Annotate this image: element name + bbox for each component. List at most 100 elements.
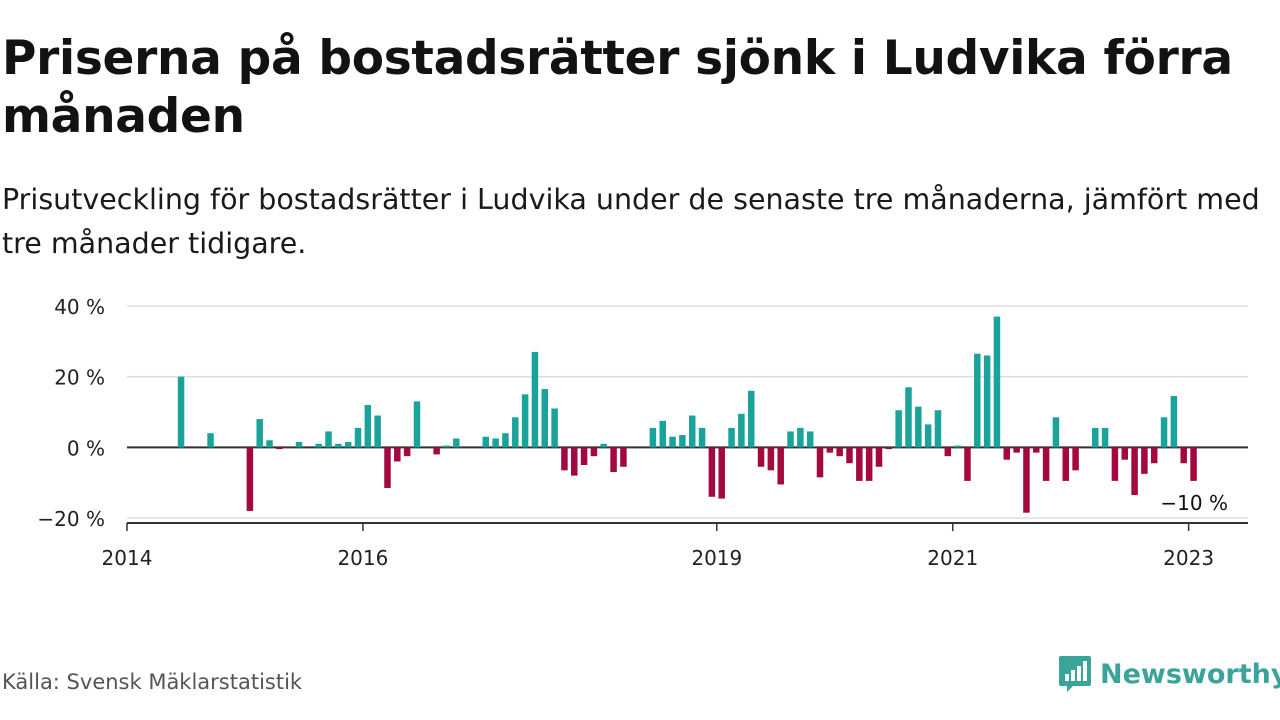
bar-2018-03 bbox=[620, 447, 627, 467]
x-tick-label: 2016 bbox=[337, 546, 388, 570]
bar-2015-04 bbox=[276, 447, 283, 450]
bar-2015-09 bbox=[325, 431, 332, 448]
bar-2016-09 bbox=[443, 445, 450, 448]
brand-logo: Newsworthy bbox=[1058, 654, 1280, 694]
bar-2017-06 bbox=[531, 351, 539, 448]
bar-2020-03 bbox=[856, 447, 863, 481]
bar-2020-11 bbox=[934, 410, 942, 448]
bar-2020-09 bbox=[915, 406, 922, 448]
bar-2020-12 bbox=[944, 447, 952, 457]
bar-2016-06 bbox=[413, 401, 421, 448]
newsworthy-logo-icon bbox=[1059, 656, 1091, 692]
bar-2017-02 bbox=[492, 438, 499, 448]
y-axis-labels: 40 % 20 % 0 % −20 % bbox=[37, 295, 105, 531]
bar-2022-08 bbox=[1141, 447, 1148, 474]
bar-2021-05 bbox=[993, 316, 1001, 448]
bar-2018-11 bbox=[698, 427, 706, 448]
bar-2019-02 bbox=[728, 427, 735, 448]
y-tick-label: 20 % bbox=[54, 366, 105, 390]
bar-2022-01 bbox=[1072, 447, 1079, 471]
bar-2015-03 bbox=[266, 440, 273, 448]
bar-2020-07 bbox=[895, 410, 902, 448]
bar-2019-11 bbox=[816, 447, 824, 478]
bar-2017-05 bbox=[521, 394, 529, 448]
bar-2020-05 bbox=[875, 447, 883, 467]
bar-2021-07 bbox=[1013, 447, 1020, 453]
bar-2016-10 bbox=[453, 438, 460, 448]
y-tick-label: −20 % bbox=[37, 507, 105, 531]
bar-2016-01 bbox=[364, 404, 372, 448]
last-value-label: −10 % bbox=[1160, 491, 1228, 515]
bar-2017-09 bbox=[561, 447, 568, 471]
brand-name: Newsworthy bbox=[1100, 658, 1280, 690]
bar-2021-03 bbox=[974, 353, 981, 448]
grid-lines bbox=[127, 305, 1248, 519]
bar-2022-10 bbox=[1160, 417, 1168, 448]
bar-2021-02 bbox=[964, 447, 971, 481]
bar-2017-12 bbox=[590, 447, 598, 457]
chart-title: Priserna på bostadsrätter sjönk i Ludvik… bbox=[2, 31, 1233, 144]
bar-2017-04 bbox=[512, 417, 519, 448]
bar-chart: 40 % 20 % 0 % −20 % 2014 2016 2019 2021 2023 −1… bbox=[37, 295, 1248, 570]
bar-2023-01 bbox=[1190, 447, 1197, 481]
bar-2019-09 bbox=[797, 427, 804, 448]
bar-2015-06 bbox=[295, 442, 303, 448]
bar-2019-10 bbox=[806, 431, 814, 448]
bar-2021-08 bbox=[1023, 447, 1030, 513]
bar-2021-12 bbox=[1062, 447, 1070, 481]
bar-2018-12 bbox=[708, 447, 716, 497]
bar-2020-08 bbox=[905, 387, 912, 448]
bar-2018-07 bbox=[659, 420, 666, 448]
bar-2018-09 bbox=[679, 434, 686, 448]
y-tick-label: 40 % bbox=[54, 295, 105, 319]
bar-2017-03 bbox=[502, 433, 509, 448]
bar-2019-04 bbox=[747, 390, 755, 448]
bars bbox=[177, 316, 1197, 513]
bar-2015-10 bbox=[335, 443, 342, 448]
bar-2022-09 bbox=[1150, 447, 1158, 464]
bar-2014-09 bbox=[207, 433, 214, 448]
bar-2014-06 bbox=[177, 376, 185, 448]
bar-2019-07 bbox=[777, 447, 784, 485]
x-axis: 2014 2016 2019 2021 2023 bbox=[102, 522, 1248, 570]
bar-2018-08 bbox=[669, 436, 676, 448]
bar-2022-05 bbox=[1111, 447, 1119, 481]
bar-2015-01 bbox=[246, 447, 254, 511]
bar-2015-08 bbox=[315, 443, 322, 448]
bar-2022-06 bbox=[1121, 447, 1128, 460]
bar-2021-10 bbox=[1042, 447, 1050, 481]
bar-2022-07 bbox=[1131, 447, 1138, 496]
bar-2016-05 bbox=[403, 447, 411, 457]
bar-2021-09 bbox=[1033, 447, 1040, 453]
x-tick-label: 2019 bbox=[691, 546, 742, 570]
bar-2017-10 bbox=[571, 447, 578, 476]
chart-subtitle: Prisutveckling för bostadsrätter i Ludvi… bbox=[2, 183, 1260, 260]
bar-2016-08 bbox=[433, 447, 440, 455]
bar-2019-05 bbox=[757, 447, 765, 467]
x-tick-label: 2023 bbox=[1163, 546, 1214, 570]
bar-2020-04 bbox=[865, 447, 873, 481]
bar-2016-03 bbox=[384, 447, 391, 488]
bar-2020-02 bbox=[846, 447, 853, 464]
bar-2019-08 bbox=[787, 431, 794, 448]
bar-2021-06 bbox=[1003, 447, 1011, 460]
bar-2016-02 bbox=[374, 415, 381, 448]
bar-2020-06 bbox=[885, 447, 893, 450]
bar-2018-10 bbox=[688, 415, 696, 448]
bar-2022-04 bbox=[1101, 427, 1109, 448]
bar-2019-06 bbox=[767, 447, 775, 471]
bar-2019-12 bbox=[826, 447, 834, 453]
bar-2017-08 bbox=[551, 408, 558, 448]
bar-2019-03 bbox=[738, 413, 745, 448]
bar-2018-02 bbox=[610, 447, 617, 473]
bar-2015-02 bbox=[256, 419, 263, 448]
bar-2021-04 bbox=[983, 355, 991, 448]
bar-2020-01 bbox=[836, 447, 843, 457]
bar-2017-07 bbox=[541, 389, 549, 448]
bar-2016-04 bbox=[394, 447, 401, 462]
bar-2017-01 bbox=[482, 436, 490, 448]
bar-2022-11 bbox=[1170, 396, 1178, 448]
bar-2015-12 bbox=[354, 427, 362, 448]
x-tick-label: 2021 bbox=[927, 546, 978, 570]
y-tick-label: 0 % bbox=[67, 436, 105, 460]
